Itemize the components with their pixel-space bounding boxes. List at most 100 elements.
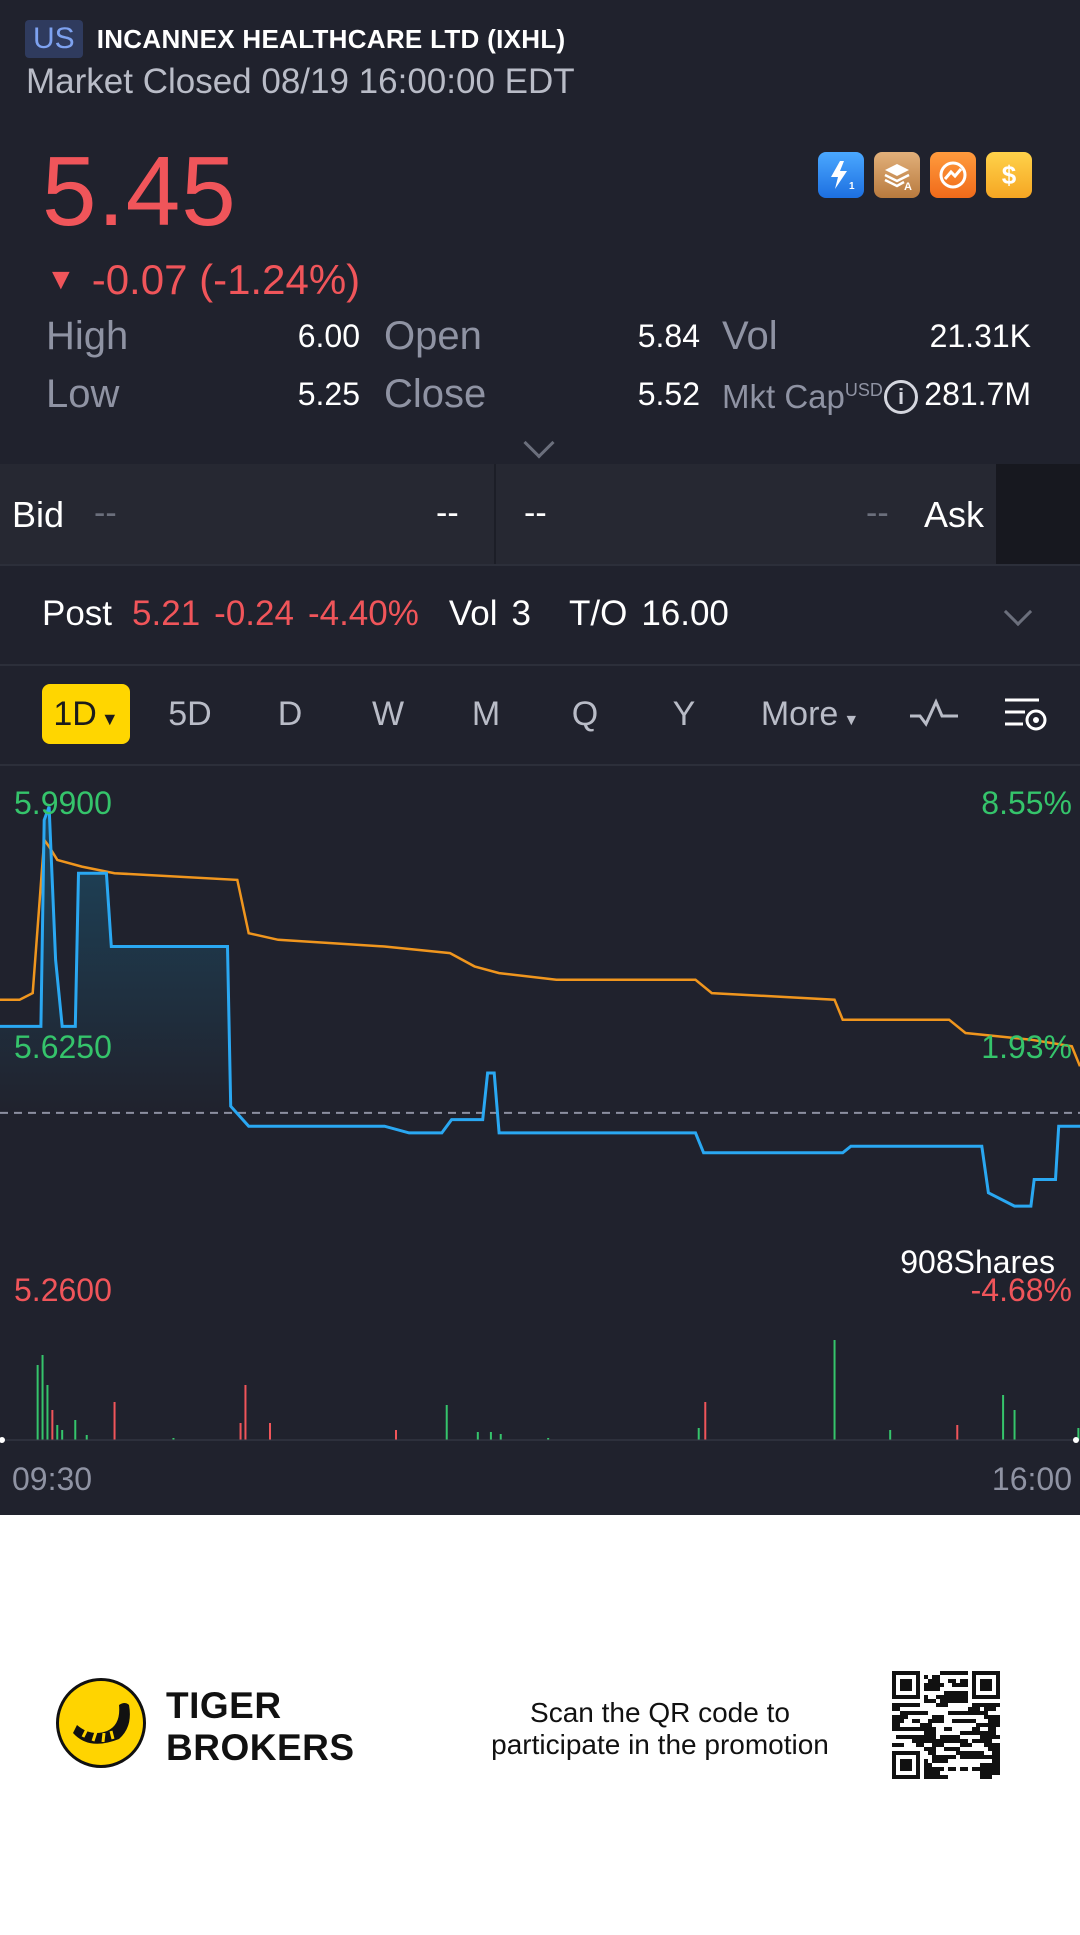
- qr-module: [912, 1711, 916, 1715]
- dollar-icon[interactable]: $: [986, 152, 1032, 198]
- stack-a-icon[interactable]: A: [874, 152, 920, 198]
- info-icon[interactable]: i: [884, 380, 918, 414]
- qr-module: [964, 1731, 968, 1735]
- qr-module: [984, 1755, 988, 1759]
- tab-1d[interactable]: 1D ▼: [42, 684, 130, 744]
- qr-module: [992, 1743, 996, 1747]
- qr-module: [908, 1727, 912, 1731]
- qr-module: [936, 1715, 940, 1719]
- qr-module: [972, 1703, 976, 1707]
- qr-module: [956, 1711, 960, 1715]
- qr-module: [948, 1695, 952, 1699]
- qr-module: [952, 1683, 956, 1687]
- tab-q[interactable]: Q: [571, 695, 599, 733]
- qr-module: [996, 1723, 1000, 1727]
- qr-module: [992, 1703, 996, 1707]
- baseline-dot: [1073, 1437, 1079, 1443]
- intraday-chart[interactable]: 5.9900 5.6250 5.2600 8.55% 1.93% -4.68% …: [0, 768, 1080, 1508]
- qr-module: [936, 1759, 940, 1763]
- open-value: 5.84: [637, 318, 700, 354]
- tab-d[interactable]: D: [277, 695, 303, 733]
- post-market-row[interactable]: Post 5.21 -0.24 -4.40% Vol 3 T/O 16.00: [42, 594, 743, 634]
- qr-module: [980, 1763, 984, 1767]
- qr-module: [968, 1751, 972, 1755]
- qr-module: [940, 1775, 944, 1779]
- avg-price-line: [0, 836, 1080, 1067]
- qr-module: [972, 1731, 976, 1735]
- qr-module: [952, 1739, 956, 1743]
- tab-more[interactable]: More ▼: [750, 684, 870, 744]
- mktcap-label-text: Mkt Cap: [722, 378, 845, 415]
- qr-module: [952, 1755, 956, 1759]
- qr-module: [968, 1719, 972, 1723]
- tab-m[interactable]: M: [471, 695, 501, 733]
- qr-module: [924, 1675, 928, 1679]
- qr-module: [960, 1755, 964, 1759]
- down-arrow-icon: ▼: [46, 263, 76, 296]
- qr-module: [924, 1759, 928, 1763]
- qr-module: [928, 1735, 932, 1739]
- qr-module: [956, 1699, 960, 1703]
- qr-module: [948, 1735, 952, 1739]
- qr-module: [924, 1771, 928, 1775]
- qr-module: [976, 1727, 980, 1731]
- qr-finder: [892, 1695, 920, 1699]
- qr-module: [988, 1747, 992, 1751]
- qr-finder: [972, 1671, 976, 1699]
- qr-module: [968, 1755, 972, 1759]
- qr-finder: [996, 1671, 1000, 1699]
- qr-module: [964, 1743, 968, 1747]
- qr-module: [928, 1747, 932, 1751]
- qr-module: [928, 1727, 932, 1731]
- qr-module: [976, 1751, 980, 1755]
- qr-module: [996, 1735, 1000, 1739]
- qr-module: [928, 1763, 932, 1767]
- qr-module: [968, 1731, 972, 1735]
- qr-module: [960, 1695, 964, 1699]
- qr-module: [956, 1671, 960, 1675]
- bid-label: Bid: [12, 494, 65, 535]
- y-tick-right: -4.68%: [971, 1272, 1072, 1308]
- vol-value: 21.31K: [929, 318, 1031, 354]
- lightning-level1-icon[interactable]: 1: [818, 152, 864, 198]
- post-vol-label: Vol: [448, 594, 498, 633]
- qr-module: [940, 1683, 944, 1687]
- qr-module: [940, 1715, 944, 1719]
- qr-module: [940, 1759, 944, 1763]
- qr-module: [996, 1747, 1000, 1751]
- qr-module: [952, 1735, 956, 1739]
- qr-module: [892, 1703, 896, 1707]
- bid-ask-divider: [494, 464, 496, 564]
- tab-y[interactable]: Y: [672, 695, 696, 733]
- x-tick: 16:00: [992, 1461, 1072, 1497]
- expand-chevron-icon[interactable]: [523, 427, 555, 459]
- chevron-down-icon[interactable]: [1003, 597, 1033, 627]
- qr-module: [948, 1739, 952, 1743]
- stock-name[interactable]: INCANNEX HEALTHCARE LTD (IXHL): [96, 23, 566, 54]
- y-tick-left: 5.2600: [14, 1272, 112, 1308]
- qr-module: [984, 1771, 988, 1775]
- qr-module: [908, 1703, 912, 1707]
- chart-settings-icon[interactable]: [998, 684, 1054, 744]
- options-icon[interactable]: [930, 152, 976, 198]
- caret-down-icon: ▼: [100, 709, 119, 729]
- qr-module: [908, 1711, 912, 1715]
- stock-quote-screen: US INCANNEX HEALTHCARE LTD (IXHL) Market…: [0, 0, 1080, 1515]
- qr-module: [928, 1679, 932, 1683]
- qr-module: [944, 1739, 948, 1743]
- qr-module: [988, 1715, 992, 1719]
- qr-module: [948, 1671, 952, 1675]
- qr-module: [892, 1727, 896, 1731]
- brand-line1: TIGER: [166, 1685, 282, 1726]
- bid-size: --: [436, 494, 459, 532]
- qr-module: [984, 1731, 988, 1735]
- qr-module: [988, 1719, 992, 1723]
- tab-5d[interactable]: 5D: [168, 695, 212, 733]
- qr-module: [960, 1683, 964, 1687]
- qr-module: [984, 1711, 988, 1715]
- qr-module: [960, 1691, 964, 1695]
- qr-module: [956, 1719, 960, 1723]
- tab-w[interactable]: W: [371, 695, 405, 733]
- qr-module: [976, 1731, 980, 1735]
- indicator-icon[interactable]: [906, 684, 962, 744]
